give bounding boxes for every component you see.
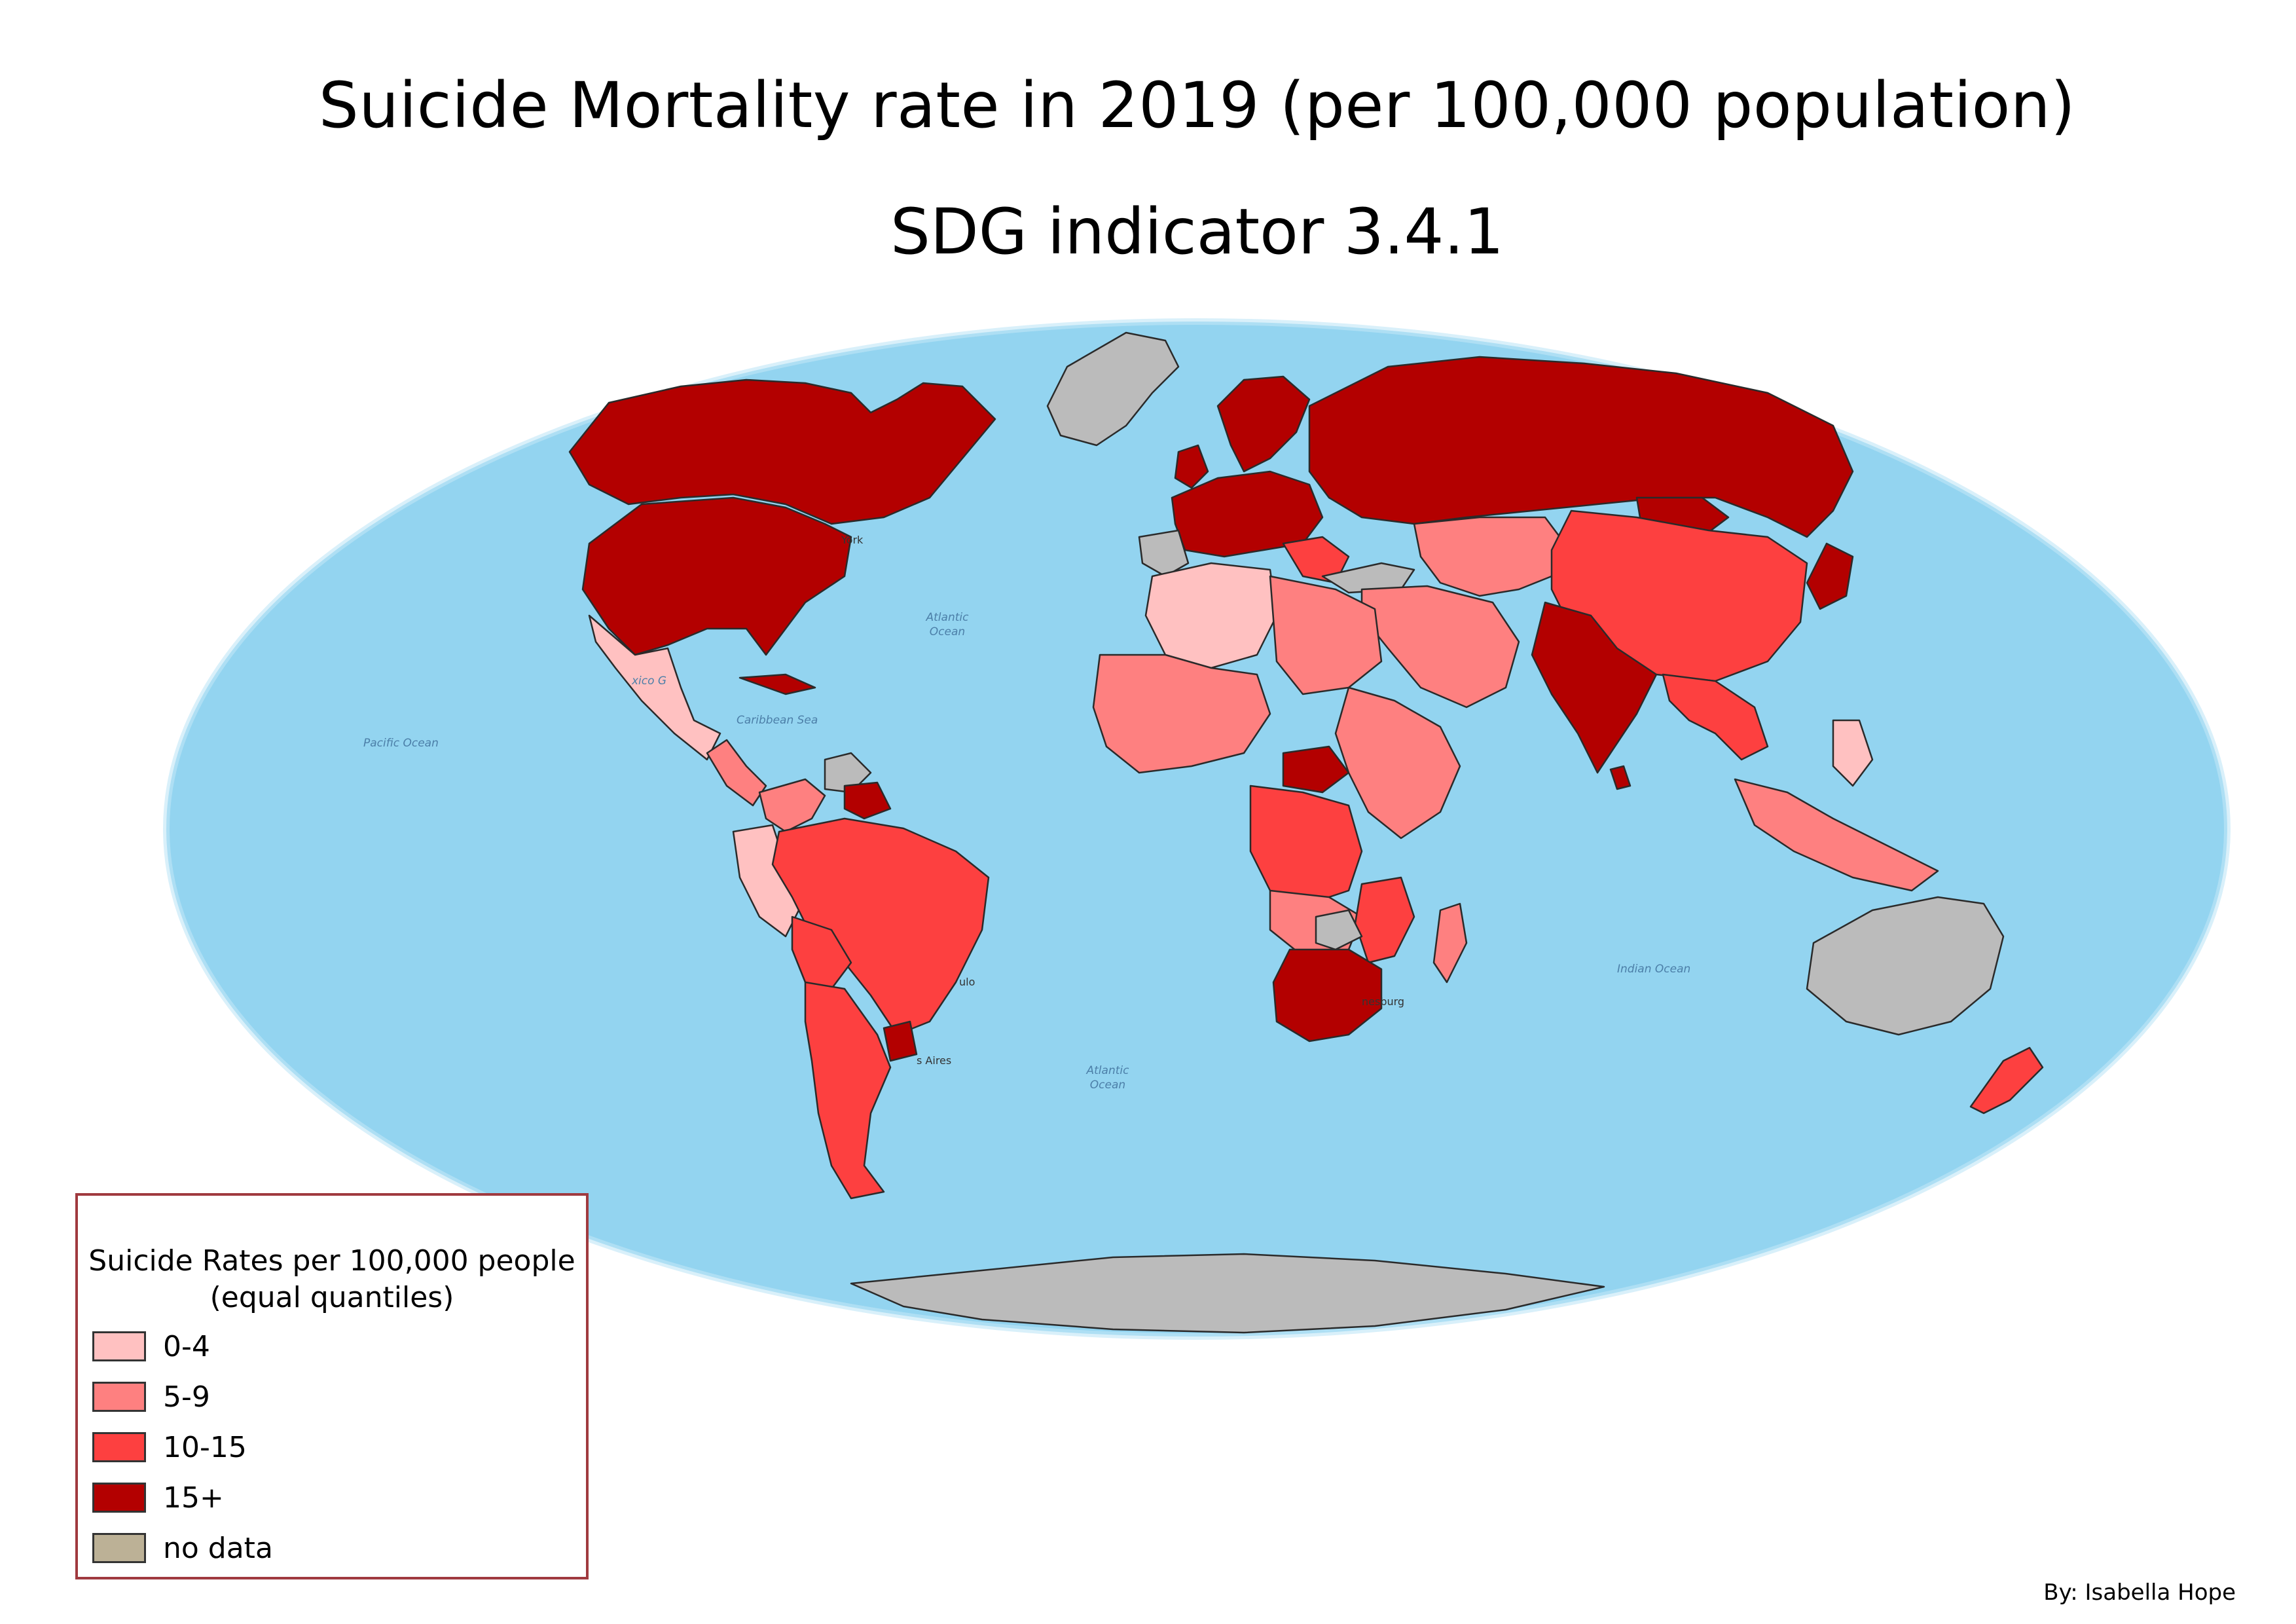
map-legend: Suicide Rates per 100,000 people (equal … <box>75 1193 589 1579</box>
country-malaysia-indonesia[interactable] <box>1734 778 1939 892</box>
country-central-america[interactable] <box>706 739 767 807</box>
ocean-shade <box>163 318 2231 1340</box>
legend-item: 0-4 <box>92 1328 210 1365</box>
legend-title: Suicide Rates per 100,000 people <box>88 1244 575 1278</box>
ocean-label-pacific: Pacific Ocean <box>363 737 439 750</box>
country-north-africa-west[interactable] <box>1144 562 1278 669</box>
country-greenland[interactable] <box>1046 331 1180 447</box>
country-brazil[interactable] <box>771 817 990 1036</box>
author-credit: By: Isabella Hope <box>2043 1579 2236 1606</box>
legend-label: 0-4 <box>163 1329 210 1363</box>
country-turkey[interactable] <box>1321 562 1415 594</box>
ocean-label-atlantic-south: Atlantic Ocean <box>1086 1064 1130 1092</box>
ocean-label-atlantic-north: Atlantic Ocean <box>926 611 970 638</box>
city-label-johannesburg: nesburg <box>1362 995 1404 1008</box>
country-suriname[interactable] <box>843 781 892 820</box>
legend-label: no data <box>163 1531 273 1565</box>
country-china[interactable] <box>1550 509 1808 682</box>
legend-swatch <box>92 1331 146 1361</box>
country-uruguay[interactable] <box>883 1020 918 1062</box>
country-uk[interactable] <box>1174 444 1209 489</box>
city-label-buenos-aires: s Aires <box>917 1054 951 1067</box>
country-southeast-asia[interactable] <box>1662 673 1769 761</box>
city-label-sao-paulo: ulo <box>959 976 975 988</box>
legend-label: 5-9 <box>163 1380 210 1414</box>
city-label-york: York <box>841 534 864 546</box>
country-philippines[interactable] <box>1832 719 1874 787</box>
ocean-label-line: Atlantic <box>1086 1064 1130 1077</box>
country-japan-korea[interactable] <box>1806 542 1854 610</box>
ocean-label-indian: Indian Ocean <box>1617 963 1690 976</box>
legend-label: 10-15 <box>163 1430 247 1464</box>
ocean-label-gulf: xico G <box>631 674 666 688</box>
legend-swatch <box>92 1483 146 1513</box>
ocean-label-line: Ocean <box>930 625 965 638</box>
country-west-africa[interactable] <box>1092 654 1271 774</box>
country-cuba[interactable] <box>738 673 816 695</box>
country-australia[interactable] <box>1806 896 2005 1036</box>
country-guiana[interactable] <box>824 752 872 794</box>
country-sri-lanka[interactable] <box>1609 765 1631 790</box>
country-madagascar[interactable] <box>1432 902 1468 984</box>
legend-swatch <box>92 1382 146 1412</box>
ocean-label-caribbean: Caribbean Sea <box>737 714 818 727</box>
legend-swatch <box>92 1432 146 1462</box>
legend-item: 10-15 <box>92 1429 247 1466</box>
country-india[interactable] <box>1531 601 1658 774</box>
country-usa[interactable] <box>581 496 852 656</box>
legend-label: 15+ <box>163 1481 224 1515</box>
country-north-africa-east[interactable] <box>1269 575 1383 695</box>
country-venezuela-colombia[interactable] <box>758 778 826 833</box>
country-central-africa[interactable] <box>1249 784 1363 905</box>
country-iberia[interactable] <box>1138 529 1190 578</box>
ocean-label-line: Ocean <box>1090 1079 1125 1092</box>
legend-subtitle: (equal quantiles) <box>210 1281 454 1314</box>
legend-item: 5-9 <box>92 1378 210 1415</box>
country-antarctica[interactable] <box>850 1253 1605 1334</box>
legend-item: no data <box>92 1530 273 1566</box>
country-new-zealand[interactable] <box>1969 1046 2044 1115</box>
ocean-label-line: Atlantic <box>926 611 970 624</box>
legend-item: 15+ <box>92 1479 224 1516</box>
country-central-african-republic[interactable] <box>1282 745 1350 794</box>
country-canada[interactable] <box>568 378 996 525</box>
country-scandinavia[interactable] <box>1216 375 1311 473</box>
country-zimbabwe[interactable] <box>1315 909 1363 951</box>
country-argentina-chile[interactable] <box>804 981 892 1200</box>
country-east-africa[interactable] <box>1334 686 1461 840</box>
country-mexico[interactable] <box>588 614 721 761</box>
country-russia[interactable] <box>1308 356 1854 538</box>
country-central-asia[interactable] <box>1413 516 1566 597</box>
country-southern-africa[interactable] <box>1272 948 1383 1043</box>
legend-swatch <box>92 1533 146 1563</box>
map-title: Suicide Mortality rate in 2019 (per 100,… <box>318 69 2076 142</box>
country-southern-europe[interactable] <box>1282 536 1350 584</box>
map-subtitle: SDG indicator 3.4.1 <box>890 195 1504 268</box>
